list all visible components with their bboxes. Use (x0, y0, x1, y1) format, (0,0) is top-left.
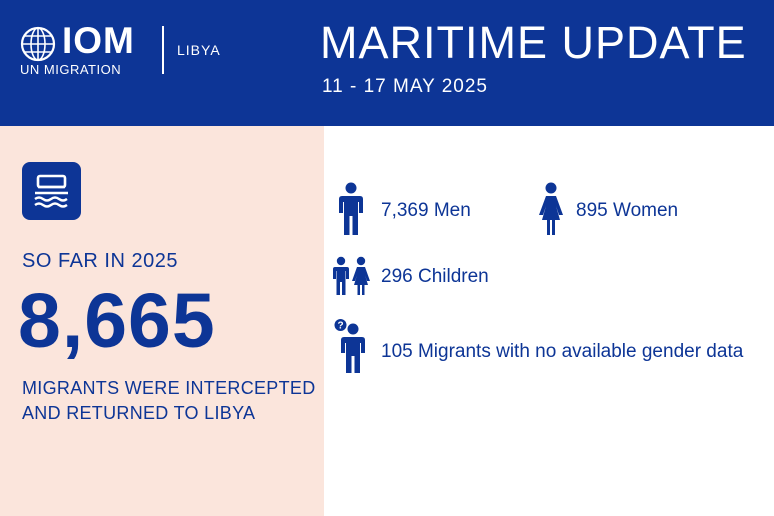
men-stat: 7,369 Men (336, 182, 526, 236)
unknown-gender-stat: ? 105 Migrants with no available gender … (334, 318, 764, 374)
boat-icon (34, 174, 68, 208)
logo-wordmark: IOM (62, 20, 135, 61)
boat-icon-box (22, 162, 81, 220)
logo-subtitle: UN MIGRATION (20, 62, 122, 77)
period-label: SO FAR IN 2025 (22, 250, 178, 272)
children-label: 296 Children (381, 266, 489, 287)
logo-divider (162, 26, 164, 74)
children-stat: 296 Children (330, 256, 530, 298)
unknown-gender-label: 105 Migrants with no available gender da… (381, 341, 744, 362)
women-stat: 895 Women (536, 182, 736, 236)
summary-description: MIGRANTS WERE INTERCEPTED AND RETURNED T… (22, 378, 316, 423)
iom-globe-icon (20, 26, 56, 62)
total-intercepted: 8,665 (18, 278, 216, 364)
page-title: MARITIME UPDATE (320, 17, 747, 68)
svg-text:?: ? (337, 321, 343, 332)
unknown-gender-icon: ? (334, 319, 365, 373)
date-range: 11 - 17 MAY 2025 (322, 76, 488, 97)
men-label: 7,369 Men (381, 200, 471, 221)
summary-panel: SO FAR IN 2025 8,665 MIGRANTS WERE INTER… (0, 126, 324, 516)
women-label: 895 Women (576, 200, 679, 221)
man-icon (339, 182, 363, 235)
woman-icon (539, 182, 563, 235)
header-banner: IOM UN MIGRATION LIBYA MARITIME UPDATE 1… (0, 0, 774, 126)
children-icon (333, 256, 370, 295)
country-label: LIBYA (177, 42, 221, 58)
